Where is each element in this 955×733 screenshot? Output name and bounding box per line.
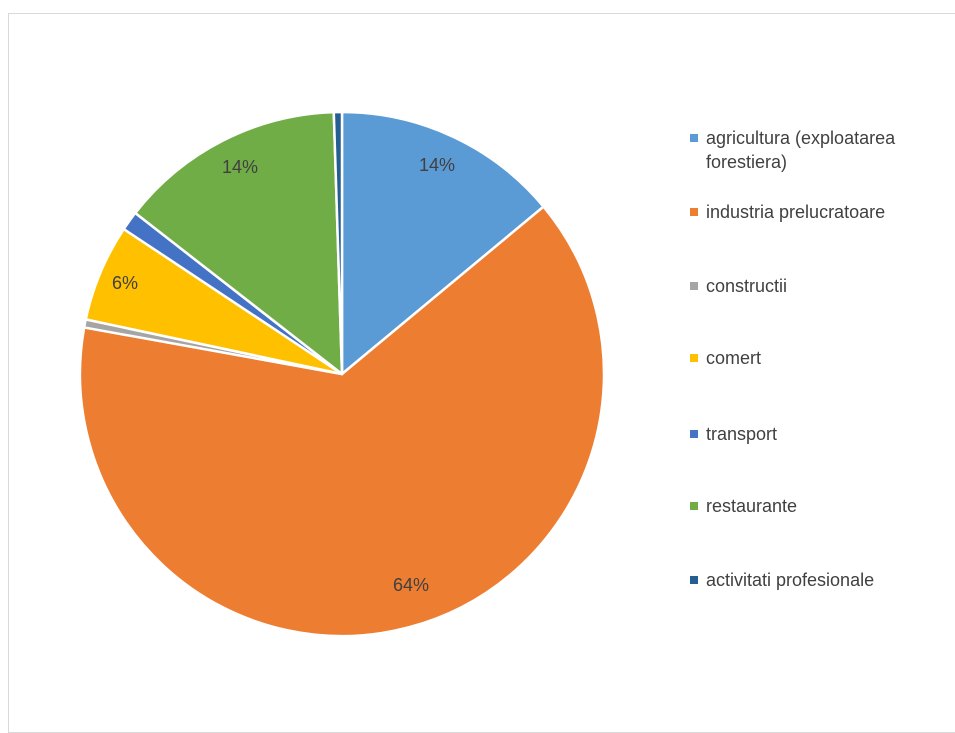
legend-swatch-5 — [690, 502, 698, 510]
legend-item-2: constructii — [690, 274, 946, 298]
legend-label-4: transport — [706, 424, 778, 444]
legend-item-0: agricultura (exploatarea forestiera) — [690, 126, 946, 174]
pie-slice-5 — [134, 110, 344, 376]
legend-swatch-1 — [690, 208, 698, 216]
legend-swatch-6 — [690, 576, 698, 584]
legend-label-1: industria prelucratoare — [706, 202, 886, 222]
pie-slice-1 — [78, 205, 606, 638]
legend-item-4: transport — [690, 422, 946, 446]
legend-swatch-2 — [690, 282, 698, 290]
legend-item-1: industria prelucratoare — [690, 200, 946, 224]
legend-item-6: activitati profesionale — [690, 568, 946, 592]
legend-swatch-4 — [690, 430, 698, 438]
pie-slice-0 — [340, 110, 545, 376]
data-label-5: 14% — [222, 157, 258, 177]
legend-label-2: constructii — [706, 276, 788, 296]
data-label-3: 6% — [112, 273, 138, 293]
legend-swatch-3 — [690, 354, 698, 362]
legend-item-5: restaurante — [690, 494, 946, 518]
legend-label-3: comert — [706, 348, 762, 368]
legend-label-0: agricultura (exploatarea forestiera) — [706, 128, 896, 172]
legend-item-3: comert — [690, 346, 946, 370]
pie-slice-6 — [332, 110, 344, 376]
data-label-1: 64% — [393, 575, 429, 595]
data-label-0: 14% — [419, 155, 455, 175]
legend-swatch-0 — [690, 134, 698, 142]
legend-label-6: activitati profesionale — [706, 570, 875, 590]
legend-label-5: restaurante — [706, 496, 798, 516]
